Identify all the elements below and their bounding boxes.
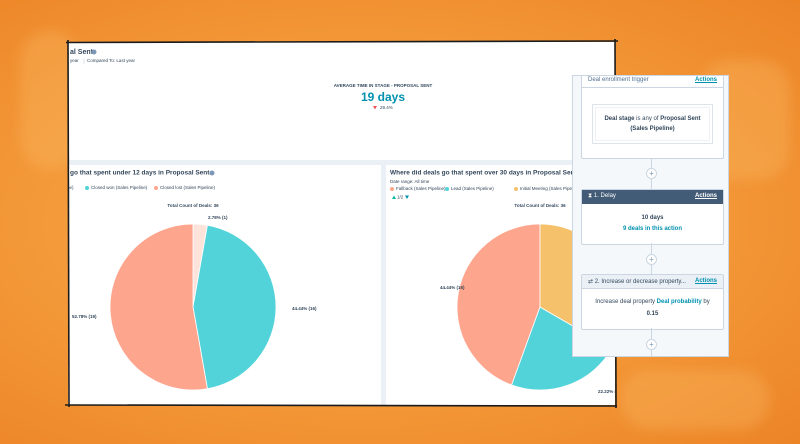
divider bbox=[68, 160, 615, 165]
total-label: Total Count of Deals: 36 bbox=[514, 203, 566, 208]
workflow-panel: Deal enrollment trigger Actions Deal sta… bbox=[572, 75, 729, 357]
pager-up[interactable] bbox=[392, 195, 396, 200]
pie-slice bbox=[192, 224, 277, 390]
card-title: ⇄ 2. Increase or decrease property... bbox=[588, 279, 686, 285]
chart-title: Where did deals go that spent over 30 da… bbox=[390, 170, 578, 177]
chart-subtitle: Date range: All time bbox=[390, 179, 430, 184]
pager-down[interactable] bbox=[405, 195, 409, 200]
down-arrow bbox=[373, 106, 377, 110]
report-title: al Sent bbox=[70, 49, 94, 56]
card-header: ⧗ 1. Delay Actions bbox=[582, 190, 723, 204]
add-step[interactable]: + bbox=[646, 339, 657, 350]
legend-marker bbox=[445, 187, 449, 191]
total-label: Total Count of Deals: 36 bbox=[167, 203, 219, 208]
divider bbox=[381, 160, 386, 405]
condition-field: Deal stage bbox=[604, 116, 635, 122]
slice-label: 44.44% (16) bbox=[440, 285, 465, 290]
legend-label: Initial Meeting (Sales Pipeline) bbox=[520, 186, 581, 191]
legend-label: Closed lost (Sales Pipeline) bbox=[160, 185, 216, 190]
pager: 1/2 bbox=[397, 195, 404, 200]
condition-text: Deal stage is any of Proposal Sent (Sale… bbox=[593, 114, 712, 134]
chart-title: go that spent under 12 days in Proposal … bbox=[70, 170, 211, 177]
slice-label: 52.78% (19) bbox=[72, 314, 97, 319]
legend-label: ine) bbox=[66, 185, 74, 190]
legend-marker bbox=[60, 186, 64, 190]
card-title: Deal enrollment trigger bbox=[588, 77, 649, 83]
condition-box: Deal stage is any of Proposal Sent (Sale… bbox=[592, 104, 713, 144]
legend-marker bbox=[390, 187, 394, 191]
actions-link[interactable]: Actions bbox=[694, 77, 717, 83]
legend-label: Closed won (Sales Pipeline) bbox=[91, 185, 148, 190]
pie-slice bbox=[456, 223, 541, 386]
add-step[interactable]: + bbox=[646, 254, 657, 265]
property-link[interactable]: Deal probability bbox=[656, 299, 702, 305]
dashboard-panel: al Sent year Compared To: Last year AVER… bbox=[60, 42, 621, 405]
action-text: Increase deal property Deal probability … bbox=[582, 299, 723, 305]
action-post: by bbox=[703, 299, 710, 305]
slice-label: 2.78% (1) bbox=[208, 215, 228, 220]
add-step[interactable]: + bbox=[646, 168, 657, 179]
card-title-text: 1. Delay bbox=[593, 193, 616, 199]
deals-link[interactable]: 9 deals in this action bbox=[622, 226, 682, 232]
kpi-label: AVERAGE TIME IN STAGE - PROPOSAL SENT bbox=[334, 83, 433, 88]
legend-label: Fallback (Sales Pipeline) bbox=[396, 186, 446, 191]
action-value: 0.15 bbox=[646, 311, 659, 317]
actions-link[interactable]: Actions bbox=[694, 193, 717, 199]
pie-slice bbox=[109, 223, 208, 391]
card-header: Deal enrollment trigger Actions bbox=[582, 76, 723, 88]
actions-link[interactable]: Actions bbox=[694, 278, 717, 284]
kpi-value: 19 days bbox=[361, 90, 405, 104]
report-compare: Compared To: Last year bbox=[87, 58, 135, 63]
legend-marker bbox=[154, 186, 158, 190]
card-title-text: 2. Increase or decrease property... bbox=[594, 279, 686, 285]
report-subtitle: year bbox=[70, 58, 79, 63]
border-line bbox=[65, 40, 619, 44]
property-card: ⇄ 2. Increase or decrease property... Ac… bbox=[581, 274, 724, 330]
card-title: ⧗ 1. Delay bbox=[588, 193, 616, 199]
condition-operator: is any of bbox=[636, 116, 659, 122]
legend-marker bbox=[514, 187, 518, 191]
delay-duration: 10 days bbox=[641, 215, 664, 221]
action-pre: Increase deal property bbox=[595, 299, 655, 305]
card-header: ⇄ 2. Increase or decrease property... Ac… bbox=[582, 275, 723, 289]
bg-shape bbox=[620, 370, 770, 430]
condition-value: Proposal Sent (Sales Pipeline) bbox=[630, 116, 701, 132]
border-line bbox=[67, 39, 70, 408]
info-icon[interactable] bbox=[91, 49, 97, 55]
delay-card: ⧗ 1. Delay Actions 10 days 9 deals in th… bbox=[581, 189, 724, 245]
border-line bbox=[64, 404, 618, 407]
legend-marker bbox=[85, 186, 89, 190]
kpi-change: 29.4% bbox=[380, 105, 393, 110]
legend-label: Lead (Sales Pipeline) bbox=[451, 186, 494, 191]
slice-label: 44.44% (16) bbox=[292, 306, 317, 311]
info-icon[interactable] bbox=[209, 170, 215, 176]
slice-label: 22.22% (8) bbox=[598, 389, 621, 394]
trigger-card: Deal enrollment trigger Actions Deal sta… bbox=[581, 76, 724, 159]
